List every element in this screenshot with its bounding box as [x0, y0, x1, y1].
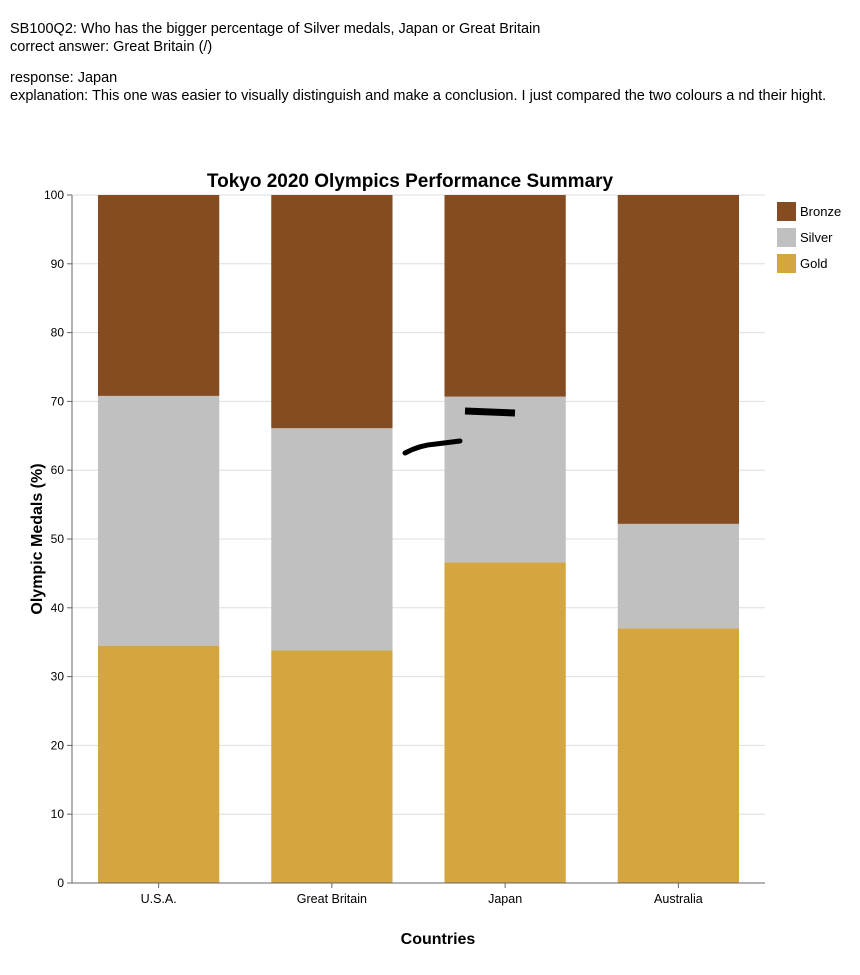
legend-swatch-bronze	[777, 202, 796, 221]
bar-segment-gold	[271, 650, 393, 883]
scribble-mark-right	[464, 407, 516, 417]
question-header: SB100Q2: Who has the bigger percentage o…	[10, 20, 840, 105]
correct-answer-text: correct answer: Great Britain (/)	[10, 39, 213, 55]
y-tick-labels: 0 10 20 30 40 50 60 70 80 90 100	[44, 188, 72, 890]
x-tick-label: Australia	[654, 892, 703, 906]
y-tick-label: 60	[51, 463, 65, 477]
bar-segment-silver	[271, 428, 393, 651]
x-axis-title: Countries	[401, 931, 476, 948]
y-tick-label: 100	[44, 188, 64, 202]
bar-segment-silver	[617, 523, 740, 629]
bar-segment-bronze	[97, 195, 220, 396]
handwritten-marks	[402, 407, 516, 456]
y-tick-label: 0	[57, 876, 64, 890]
y-axis-title: Olympic Medals (%)	[29, 463, 46, 614]
legend-swatch-silver	[777, 228, 796, 247]
legend-swatch-gold	[777, 254, 796, 273]
bar-segment-bronze	[617, 195, 740, 524]
bar-segment-bronze	[271, 195, 393, 429]
x-tick-labels: U.S.A. Great Britain Japan Australia	[141, 883, 703, 906]
chart-title: Tokyo 2020 Olympics Performance Summary	[207, 171, 614, 192]
y-tick-label: 90	[51, 257, 65, 271]
legend-label-silver: Silver	[800, 230, 833, 245]
y-tick-label: 40	[51, 601, 65, 615]
bar-segment-gold	[617, 628, 740, 883]
legend-label-gold: Gold	[800, 256, 827, 271]
x-tick-label: Japan	[488, 892, 522, 906]
bar-segment-silver	[444, 396, 566, 563]
response-text: response: Japan	[10, 70, 118, 86]
bar-segment-gold	[97, 645, 220, 883]
y-tick-label: 50	[51, 532, 65, 546]
bar-segment-gold	[444, 562, 566, 883]
question-text: SB100Q2: Who has the bigger percentage o…	[10, 21, 541, 37]
legend-label-bronze: Bronze	[800, 204, 841, 219]
x-tick-label: U.S.A.	[141, 892, 177, 906]
x-tick-label: Great Britain	[297, 892, 367, 906]
y-tick-label: 70	[51, 394, 65, 408]
bar-segment-bronze	[444, 195, 566, 397]
y-tick-label: 80	[51, 326, 65, 340]
y-tick-label: 10	[51, 807, 65, 821]
y-tick-label: 30	[51, 670, 65, 684]
explanation-text: explanation: This one was easier to visu…	[10, 88, 827, 104]
scribble-mark-left	[402, 438, 463, 456]
y-tick-label: 20	[51, 738, 65, 752]
bar-segment-silver	[97, 395, 220, 646]
bars	[97, 195, 740, 883]
legend: Bronze Silver Gold	[777, 202, 841, 273]
